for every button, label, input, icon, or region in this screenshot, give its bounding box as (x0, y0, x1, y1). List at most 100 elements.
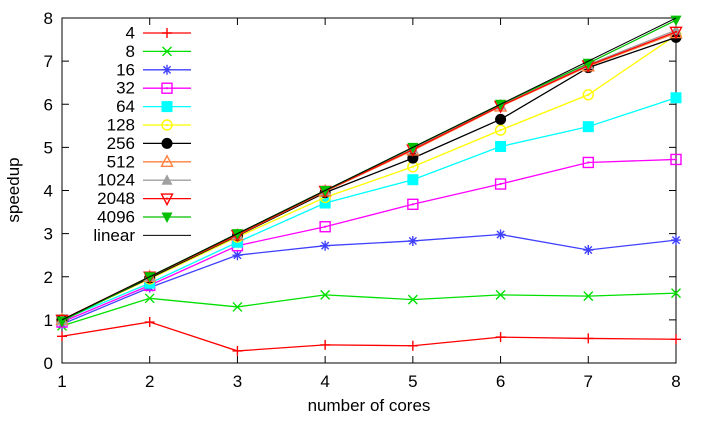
series-8-line (61, 292, 677, 327)
legend-label: 4096 (97, 208, 135, 227)
legend-label: 1024 (97, 171, 135, 190)
y-tick-label: 3 (44, 225, 53, 244)
data-point-marker (320, 240, 331, 251)
data-point-marker (669, 26, 683, 40)
data-point-marker (407, 235, 418, 246)
data-point-marker (232, 301, 243, 312)
series-256-line (61, 36, 677, 321)
x-tick-label: 1 (57, 372, 66, 391)
data-point-marker (161, 101, 173, 113)
data-point-marker (670, 153, 682, 166)
legend-label: 64 (116, 97, 135, 116)
data-point-marker (160, 193, 174, 207)
legend-label: 4 (126, 24, 135, 43)
data-point-marker (671, 288, 681, 299)
data-point-marker (582, 121, 594, 133)
y-tick-label: 4 (44, 182, 53, 201)
legend-label: linear (93, 226, 135, 245)
legend-item-linear: linear (93, 226, 191, 245)
data-point-marker (161, 82, 173, 94)
data-point-marker (320, 289, 331, 300)
data-point-marker (407, 174, 419, 186)
data-point-marker (670, 15, 682, 27)
data-point-marker (232, 250, 243, 261)
y-tick-label: 7 (44, 52, 53, 71)
legend-item-1024: 1024 (97, 171, 191, 190)
data-point-marker (144, 317, 155, 328)
series-16 (57, 229, 681, 330)
legend-item-4: 4 (126, 24, 191, 43)
legend-label: 32 (116, 79, 135, 98)
data-point-marker (670, 92, 682, 104)
data-point-marker (232, 345, 243, 356)
data-point-marker (162, 46, 172, 57)
data-point-marker (582, 156, 594, 169)
series-32-line (61, 158, 677, 323)
legend-label: 256 (107, 134, 135, 153)
y-tick-label: 8 (44, 9, 53, 28)
data-point-marker (144, 293, 155, 304)
x-tick-label: 6 (496, 372, 505, 391)
y-tick-label: 1 (44, 311, 53, 330)
data-point-marker (319, 221, 331, 233)
legend-label: 512 (107, 152, 135, 171)
x-tick-label: 4 (320, 372, 329, 391)
x-tick-label: 3 (233, 372, 242, 391)
data-point-marker (583, 245, 594, 256)
data-point-marker (671, 235, 681, 246)
data-point-marker (494, 178, 507, 190)
legend-label: 128 (107, 116, 135, 135)
data-point-marker (495, 141, 507, 153)
x-tick-label: 2 (145, 372, 154, 391)
legend-item-256: 256 (107, 134, 191, 153)
legend-item-128: 128 (107, 116, 191, 135)
data-point-marker (320, 339, 331, 350)
legend-label: 8 (126, 42, 135, 61)
series-64-line (61, 97, 677, 321)
data-point-marker (56, 316, 68, 328)
data-point-marker (161, 212, 173, 223)
legend-item-512: 512 (107, 152, 191, 171)
data-point-marker (407, 198, 419, 211)
data-point-marker (582, 58, 594, 70)
data-point-marker (495, 229, 506, 240)
data-point-marker (57, 331, 67, 342)
series-8 (57, 288, 681, 331)
legend-label: 16 (116, 60, 135, 79)
data-point-marker (161, 174, 173, 185)
data-point-marker (162, 64, 172, 75)
legend-item-64: 64 (116, 97, 191, 116)
legend-item-4096: 4096 (97, 208, 191, 227)
legend-item-2048: 2048 (97, 189, 191, 208)
series-128-line (61, 34, 677, 321)
x-tick-label: 8 (671, 372, 680, 391)
data-point-marker (583, 333, 594, 344)
series-linear (61, 17, 677, 321)
y-tick-label: 5 (44, 138, 53, 157)
legend-item-16: 16 (116, 60, 191, 79)
series-linear-line (61, 17, 677, 321)
series-4 (57, 317, 681, 356)
y-tick-label: 6 (44, 95, 53, 114)
data-point-marker (495, 113, 507, 125)
y-tick-label: 0 (44, 354, 53, 373)
legend-item-8: 8 (126, 42, 191, 61)
data-point-marker (495, 289, 506, 300)
data-point-marker (582, 89, 594, 101)
x-tick-label: 7 (584, 372, 593, 391)
data-point-marker (583, 291, 594, 302)
data-point-marker (160, 154, 174, 167)
data-point-marker (495, 332, 506, 343)
legend-label: 2048 (97, 189, 135, 208)
y-tick-label: 2 (44, 268, 53, 287)
data-point-marker (161, 119, 173, 131)
x-tick-label: 5 (408, 372, 417, 391)
data-point-marker (161, 137, 173, 149)
series-4-line (61, 321, 677, 352)
data-point-marker (162, 28, 172, 38)
data-point-marker (671, 334, 681, 345)
legend-item-32: 32 (116, 79, 191, 98)
